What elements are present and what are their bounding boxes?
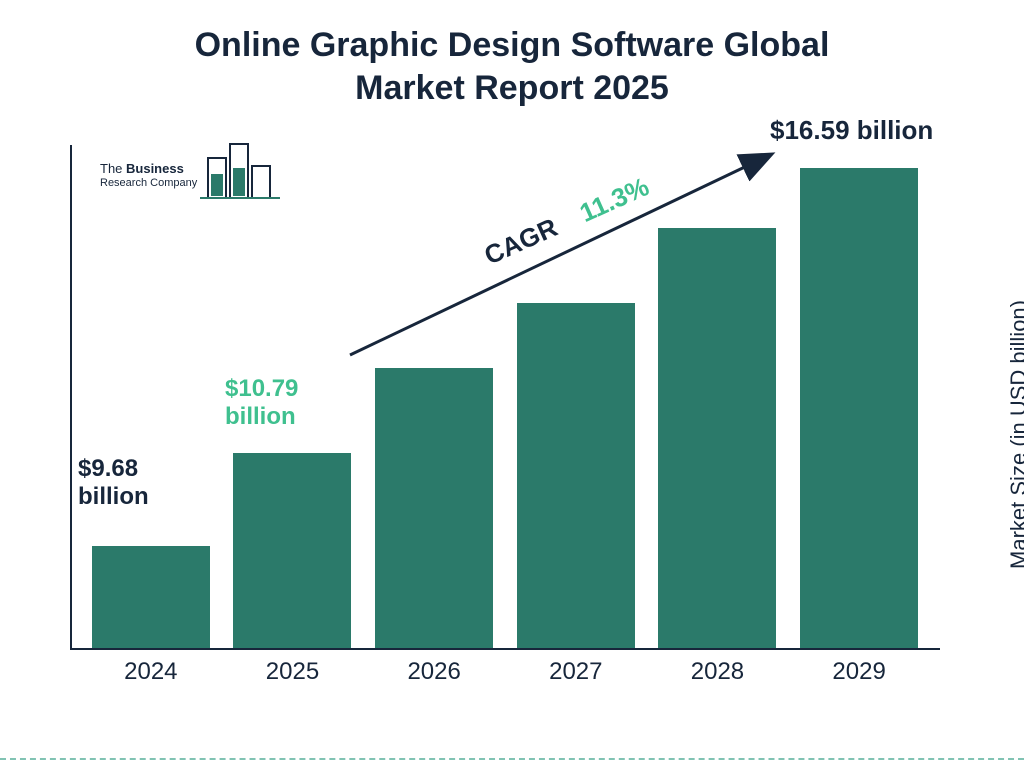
x-axis (70, 648, 940, 650)
bar (233, 453, 351, 648)
title-line-2: Market Report 2025 (355, 69, 669, 107)
bar-wrap (86, 546, 216, 648)
x-tick-label: 2029 (794, 654, 924, 690)
bar-wrap (794, 168, 924, 648)
bar-wrap (511, 303, 641, 648)
footer-dashed-line (0, 758, 1024, 760)
bar-wrap (369, 368, 499, 648)
bar (92, 546, 210, 648)
chart-title: Online Graphic Design Software Global Ma… (0, 0, 1024, 109)
bar-wrap (652, 228, 782, 648)
x-tick-label: 2025 (227, 654, 357, 690)
value-label: $9.68billion (78, 455, 149, 510)
bar-chart: 2024 2025 2026 2027 2028 2029 (70, 130, 940, 690)
bars-container (70, 148, 940, 648)
x-tick-label: 2027 (511, 654, 641, 690)
bar (658, 228, 776, 648)
bar (375, 368, 493, 648)
value-label: $10.79billion (225, 375, 298, 430)
bar (800, 168, 918, 648)
title-line-1: Online Graphic Design Software Global (195, 26, 830, 64)
bar-wrap (227, 453, 357, 648)
y-axis-label: Market Size (in USD billion) (1006, 300, 1024, 569)
bar (517, 303, 635, 648)
x-tick-label: 2024 (86, 654, 216, 690)
x-tick-label: 2026 (369, 654, 499, 690)
x-tick-label: 2028 (652, 654, 782, 690)
value-label: $16.59 billion (770, 116, 933, 146)
x-labels: 2024 2025 2026 2027 2028 2029 (70, 654, 940, 690)
